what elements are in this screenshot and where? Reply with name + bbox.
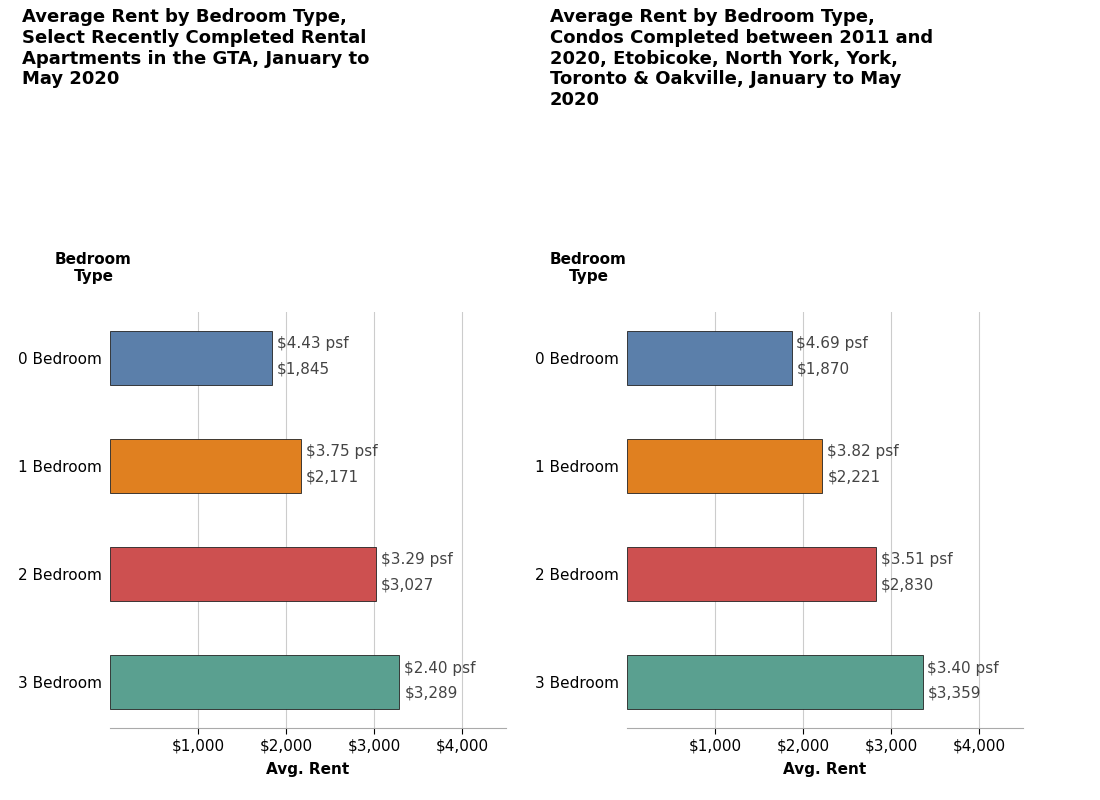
Bar [110,331,273,385]
Bar [627,655,923,709]
Text: Average Rent by Bedroom Type,
Select Recently Completed Rental
Apartments in the: Average Rent by Bedroom Type, Select Rec… [22,8,370,88]
Text: $3.75 psf: $3.75 psf [306,445,377,459]
Text: $2.40 psf: $2.40 psf [405,661,476,675]
Text: $3.40 psf: $3.40 psf [927,661,999,675]
Bar [627,331,792,385]
Text: $3.51 psf: $3.51 psf [881,553,953,567]
Text: $2,171: $2,171 [306,470,359,484]
Bar [110,655,399,709]
Text: $3,027: $3,027 [382,578,435,592]
Text: $2,221: $2,221 [827,470,880,484]
Text: $3.29 psf: $3.29 psf [382,553,453,567]
X-axis label: Avg. Rent: Avg. Rent [266,762,350,777]
Text: $4.69 psf: $4.69 psf [796,336,868,351]
Text: $4.43 psf: $4.43 psf [277,336,349,351]
X-axis label: Avg. Rent: Avg. Rent [783,762,867,777]
Text: Bedroom
Type: Bedroom Type [550,251,627,284]
Text: Bedroom
Type: Bedroom Type [55,251,132,284]
Text: $2,830: $2,830 [881,578,934,592]
Bar [627,547,876,601]
Text: $3,289: $3,289 [405,686,458,700]
Text: $1,845: $1,845 [277,362,330,376]
Text: $3,359: $3,359 [927,686,981,700]
Bar [627,439,823,493]
Bar [110,547,376,601]
Text: $1,870: $1,870 [796,362,849,376]
Bar [110,439,301,493]
Text: $3.82 psf: $3.82 psf [827,445,899,459]
Text: Average Rent by Bedroom Type,
Condos Completed between 2011 and
2020, Etobicoke,: Average Rent by Bedroom Type, Condos Com… [550,8,933,110]
